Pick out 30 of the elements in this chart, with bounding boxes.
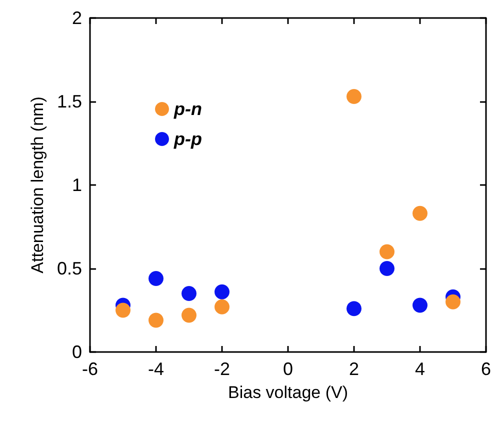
- y-tick-label: 0: [72, 342, 82, 362]
- legend-label: p-n: [173, 99, 202, 119]
- x-tick-label: 2: [348, 359, 360, 379]
- point: [412, 206, 428, 221]
- y-axis-title: Attenuation length (nm): [28, 96, 48, 274]
- point: [182, 286, 196, 302]
- x-tick-label: -4: [148, 359, 164, 379]
- point: [148, 271, 164, 286]
- point: [214, 299, 230, 314]
- x-tick-label: 6: [480, 359, 492, 379]
- x-tick-label: -6: [82, 359, 98, 379]
- point: [346, 88, 362, 104]
- point: [214, 284, 230, 300]
- point: [380, 244, 394, 260]
- x-tick-label: -2: [214, 359, 230, 379]
- legend-label: p-p: [173, 129, 202, 149]
- x-tick-label: 0: [282, 359, 294, 379]
- y-tick-label: 1: [72, 175, 82, 195]
- y-tick-label: 1.5: [56, 92, 82, 112]
- point: [446, 294, 460, 310]
- point: [380, 261, 394, 276]
- point: [412, 298, 428, 313]
- point: [182, 308, 196, 323]
- point: [346, 301, 362, 316]
- x-tick-label: 4: [414, 359, 426, 379]
- y-tick-label: 2: [72, 8, 82, 28]
- point: [116, 302, 130, 318]
- y-tick-label: 0.5: [56, 258, 82, 278]
- x-axis-title: Bias voltage (V): [228, 383, 348, 402]
- point: [148, 312, 164, 328]
